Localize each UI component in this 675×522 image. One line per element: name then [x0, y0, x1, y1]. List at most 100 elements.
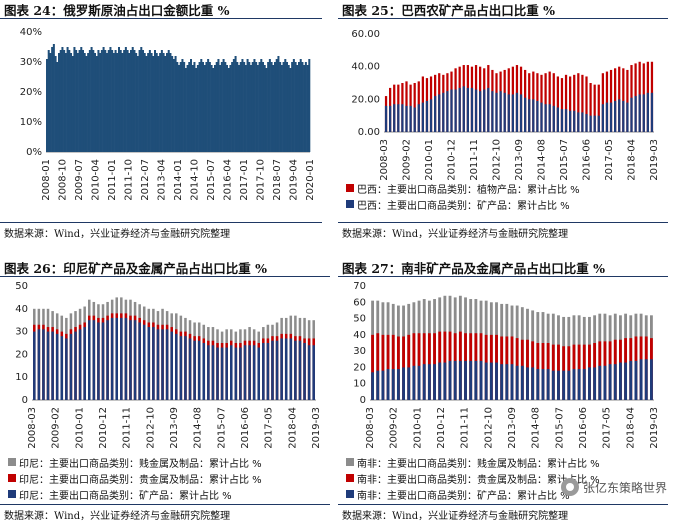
y-tick-label: 40	[353, 330, 366, 341]
y-tick-label: 10	[353, 379, 366, 390]
bar-3	[582, 369, 586, 400]
y-tick-label: 70	[353, 281, 366, 292]
bar-3	[55, 333, 59, 400]
bar-3	[567, 370, 571, 400]
bar-1	[548, 71, 551, 132]
bar-3	[197, 340, 201, 400]
y-tick-label: 0%	[26, 147, 42, 158]
bar-3	[541, 369, 545, 400]
area-bar	[265, 68, 268, 152]
area-bar	[83, 53, 86, 152]
bar-2	[589, 115, 592, 132]
bar-3	[220, 347, 224, 400]
area-bar	[212, 68, 215, 152]
legend-label: 南非：主要出口商品类别：贱金属及制品：累计占比 %	[357, 458, 600, 470]
y-tick-label: 0	[22, 395, 28, 406]
area-bar	[178, 65, 181, 152]
bar-2	[609, 102, 613, 132]
area-bar	[224, 62, 227, 152]
source-rule	[338, 504, 668, 505]
x-tick-label: 2018-04	[287, 407, 298, 449]
bar-2	[483, 89, 486, 132]
area-bar	[61, 47, 64, 152]
bar-3	[572, 369, 576, 400]
bar-3	[110, 317, 114, 400]
x-tick-label: 2010-12	[98, 407, 109, 449]
bar-3	[448, 360, 452, 400]
area-bar	[106, 53, 109, 152]
legend: 南非：主要出口商品类别：贱金属及制品：累计占比 % 南非：主要出口商品类别：贵金属…	[346, 454, 600, 502]
bar-2	[438, 94, 441, 132]
bar-2	[564, 109, 568, 132]
bar-3	[464, 360, 467, 400]
bar-2	[536, 100, 539, 132]
area-bar	[292, 59, 295, 152]
area-bar	[164, 56, 167, 152]
area-bar	[71, 56, 74, 152]
area-bar	[286, 62, 289, 152]
area-bar	[196, 65, 199, 152]
area-bar	[118, 47, 121, 152]
area-bar	[145, 56, 148, 152]
bar-2	[458, 87, 461, 132]
bar-3	[427, 364, 431, 400]
bar-3	[78, 329, 82, 400]
bar-3	[294, 340, 297, 400]
bar-3	[515, 365, 519, 400]
watermark: 张亿东策略世界	[560, 478, 667, 496]
y-tick-label: 0.00	[358, 127, 380, 138]
area-bar	[198, 62, 201, 152]
bar-3	[266, 343, 270, 400]
bar-1	[593, 84, 596, 132]
bar-3	[479, 360, 483, 400]
bar-3	[438, 362, 442, 400]
bar-3	[312, 345, 315, 400]
x-tick-label: 2016-06	[582, 139, 593, 180]
bar-3	[443, 362, 447, 400]
bar-1	[597, 84, 600, 132]
bar-2	[393, 104, 396, 132]
area-bar	[248, 62, 251, 152]
area-bar	[136, 56, 139, 152]
x-tick-label: 2008-03	[27, 407, 38, 449]
bar-3	[170, 331, 173, 400]
title-rule	[338, 276, 668, 277]
bar-3	[101, 322, 105, 400]
area-bar	[116, 53, 119, 152]
x-tick-label: 2008-03	[365, 407, 376, 449]
bar-2	[573, 110, 576, 132]
area-bar	[78, 50, 81, 152]
area-bar	[73, 47, 76, 152]
bar-3	[248, 345, 251, 400]
bar-2	[454, 89, 457, 132]
area-bar	[217, 59, 220, 152]
area-bar	[124, 47, 127, 152]
title-rule	[338, 18, 668, 19]
area-bar	[191, 65, 194, 152]
area-bar	[102, 47, 105, 152]
legend-label: 巴西：主要出口商品类别：植物产品：累计占比 %	[357, 184, 580, 196]
y-tick-label: 40%	[20, 27, 42, 38]
x-tick-label: 2015-07	[216, 407, 227, 449]
bar-2	[389, 105, 392, 132]
bar-3	[536, 369, 540, 400]
bar-2	[618, 99, 621, 132]
area-bar	[107, 50, 110, 152]
bar-3	[175, 333, 178, 400]
bar-2	[642, 94, 645, 132]
x-tick-label: 2008-10	[58, 159, 69, 201]
bar-2	[507, 94, 510, 132]
area-bar	[143, 53, 146, 152]
bar-3	[417, 365, 421, 400]
area-bar	[82, 50, 85, 152]
area-bar	[104, 50, 107, 152]
bar-2	[421, 102, 424, 132]
watermark-text: 张亿东策略世界	[582, 480, 667, 495]
area-bar	[241, 59, 244, 152]
x-tick-label: 2011-10	[124, 159, 135, 201]
x-tick-label: 2012-10	[483, 407, 494, 449]
area-bar	[147, 53, 150, 152]
bar-3	[74, 331, 77, 400]
x-tick-label: 2010-01	[412, 407, 423, 449]
area-bar	[112, 53, 115, 152]
